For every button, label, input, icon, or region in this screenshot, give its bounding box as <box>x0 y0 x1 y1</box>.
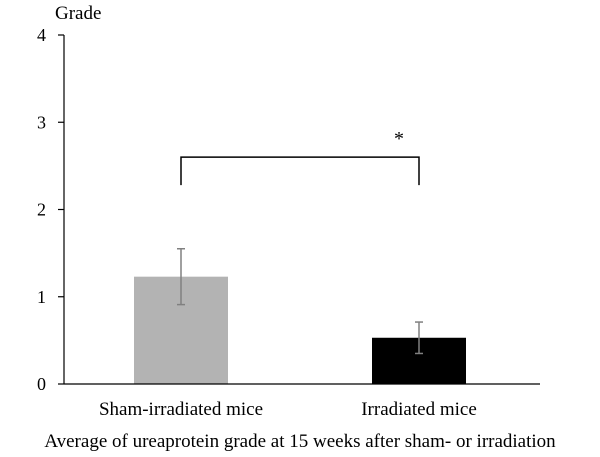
y-tick-label: 2 <box>37 200 46 220</box>
y-tick-label: 0 <box>37 374 46 394</box>
error-bar <box>415 321 423 355</box>
y-tick-label: 1 <box>37 287 46 307</box>
bars <box>134 276 466 384</box>
y-tick-label: 4 <box>37 25 46 45</box>
significance-bracket-line <box>180 156 420 186</box>
y-axis-ticks: 0 1 2 3 4 <box>37 25 64 394</box>
x-category-label: Irradiated mice <box>361 399 477 420</box>
x-category-labels: Sham-irradiated mice Irradiated mice <box>99 399 477 420</box>
x-axis-label: Average of ureaprotein grade at 15 weeks… <box>44 431 556 452</box>
y-axis-label: Grade <box>55 3 101 24</box>
significance-asterisk: * <box>394 128 404 150</box>
error-bars <box>177 248 423 355</box>
significance-bracket: * <box>180 128 420 186</box>
x-category-label: Sham-irradiated mice <box>99 399 263 420</box>
y-tick-label: 3 <box>37 112 46 132</box>
error-bar <box>177 248 185 306</box>
